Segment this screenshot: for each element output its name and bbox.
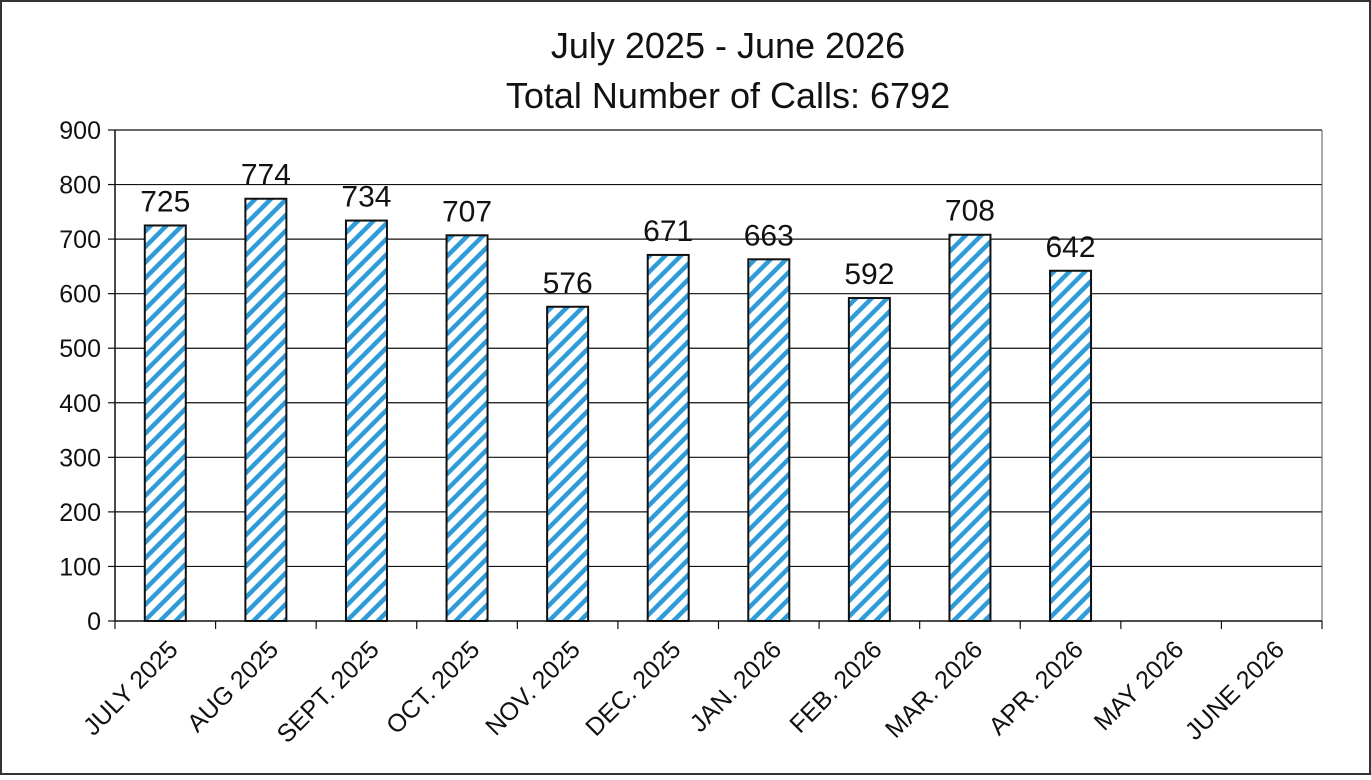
y-tick-label: 0 <box>87 608 101 636</box>
data-labels: 725 774 734 707 576 671 663 592 708 642 <box>140 159 1095 300</box>
y-tick-label: 800 <box>59 172 101 200</box>
y-tick-label: 600 <box>59 281 101 309</box>
bar <box>344 219 388 622</box>
bars <box>143 197 1093 623</box>
bar <box>1049 269 1093 622</box>
data-label: 663 <box>744 219 794 252</box>
data-label: 734 <box>341 181 391 214</box>
y-tick-label: 900 <box>59 117 101 145</box>
data-label: 707 <box>442 195 492 228</box>
bar <box>847 297 891 622</box>
bar <box>948 233 992 622</box>
chart-subtitle: Total Number of Calls: 6792 <box>506 75 950 116</box>
bar <box>445 234 489 622</box>
gridlines <box>115 129 1322 568</box>
y-tick-label: 100 <box>59 553 101 581</box>
data-label: 774 <box>241 159 291 192</box>
bar <box>143 224 187 622</box>
data-label: 725 <box>140 185 190 218</box>
axes <box>108 129 1323 629</box>
data-label: 708 <box>945 195 995 228</box>
data-label: 576 <box>543 267 593 300</box>
chart-title: July 2025 - June 2026 <box>551 25 905 66</box>
y-tick-label: 400 <box>59 390 101 418</box>
data-label: 671 <box>643 215 693 248</box>
y-tick-label: 500 <box>59 335 101 363</box>
y-tick-label: 300 <box>59 444 101 472</box>
y-tick-label: 200 <box>59 499 101 527</box>
bar <box>546 305 590 622</box>
data-label: 642 <box>1046 231 1096 264</box>
bar <box>747 258 791 622</box>
bar <box>646 253 690 622</box>
data-label: 592 <box>844 258 894 291</box>
y-tick-label: 700 <box>59 226 101 254</box>
bar <box>244 197 288 623</box>
y-axis-tick-labels: 0 100 200 300 400 500 600 700 800 900 <box>59 117 101 636</box>
